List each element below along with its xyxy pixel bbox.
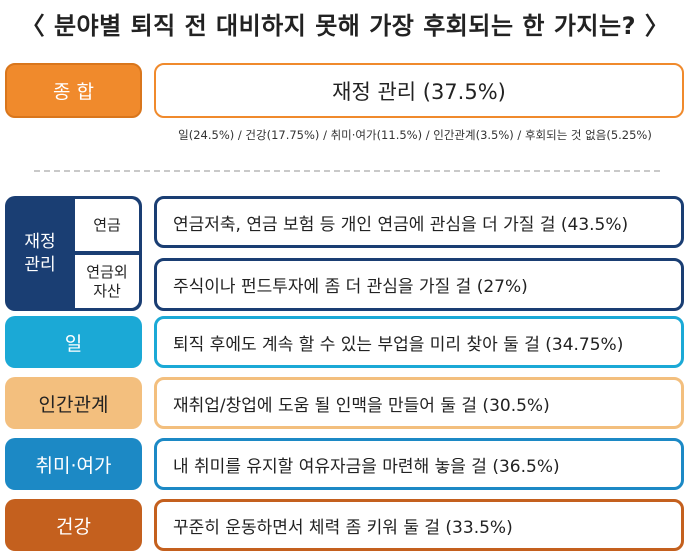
- summary-label: 종 합: [53, 81, 94, 103]
- finance-label-line2: 관리: [24, 254, 56, 275]
- finance-sub-other-line1: 연금외: [86, 262, 128, 281]
- finance-answer-assets: 주식이나 펀드투자에 좀 더 관심을 가질 걸 (27%): [173, 277, 528, 297]
- work-answer: 퇴직 후에도 계속 할 수 있는 부업을 미리 찾아 둘 걸 (34.75%): [173, 334, 624, 355]
- work-label-box: 일: [5, 316, 142, 368]
- hobby-label-box: 취미·여가: [5, 438, 142, 490]
- work-answer-box: 퇴직 후에도 계속 할 수 있는 부업을 미리 찾아 둘 걸 (34.75%): [154, 316, 684, 368]
- health-answer: 꾸준히 운동하면서 체력 좀 키워 둘 걸 (33.5%): [173, 517, 513, 538]
- summary-label-box: 종 합: [5, 63, 142, 118]
- summary-breakdown-note: 일(24.5%) / 건강(17.75%) / 취미·여가(11.5%) / 인…: [178, 128, 652, 142]
- finance-answer-pension: 연금저축, 연금 보험 등 개인 연금에 관심을 더 가질 걸 (43.5%): [173, 214, 629, 235]
- finance-sub-pension: 연금: [75, 199, 139, 251]
- hobby-answer: 내 취미를 유지할 여유자금을 마련해 놓을 걸 (36.5%): [173, 456, 560, 477]
- hobby-label: 취미·여가: [35, 454, 112, 477]
- work-label: 일: [64, 332, 83, 355]
- finance-label-box: 재정 관리 연금 연금외 자산: [5, 196, 142, 311]
- finance-sub-other-line2: 자산: [93, 281, 121, 300]
- health-label-box: 건강: [5, 499, 142, 551]
- finance-answer-assets-box: 주식이나 펀드투자에 좀 더 관심을 가질 걸 (27%): [154, 258, 684, 311]
- relationship-label-box: 인간관계: [5, 377, 142, 429]
- section-divider: [34, 170, 660, 172]
- relationship-label: 인간관계: [38, 393, 109, 416]
- finance-sub-pension-label: 연금: [93, 215, 121, 234]
- relationship-answer: 재취업/창업에 도움 될 인맥을 만들어 둘 걸 (30.5%): [173, 395, 550, 416]
- hobby-answer-box: 내 취미를 유지할 여유자금을 마련해 놓을 걸 (36.5%): [154, 438, 684, 490]
- finance-label-line1: 재정: [24, 231, 56, 252]
- relationship-answer-box: 재취업/창업에 도움 될 인맥을 만들어 둘 걸 (30.5%): [154, 377, 684, 429]
- finance-answer-pension-box: 연금저축, 연금 보험 등 개인 연금에 관심을 더 가질 걸 (43.5%): [154, 196, 684, 248]
- summary-answer-box: 재정 관리 (37.5%): [154, 63, 684, 118]
- finance-sub-other-assets: 연금외 자산: [75, 255, 139, 308]
- summary-answer: 재정 관리 (37.5%): [332, 79, 506, 104]
- health-label: 건강: [56, 515, 91, 538]
- health-answer-box: 꾸준히 운동하면서 체력 좀 키워 둘 걸 (33.5%): [154, 499, 684, 551]
- finance-label: 재정 관리: [5, 196, 75, 311]
- chart-title: 〈 분야별 퇴직 전 대비하지 못해 가장 후회되는 한 가지는? 〉: [20, 12, 670, 40]
